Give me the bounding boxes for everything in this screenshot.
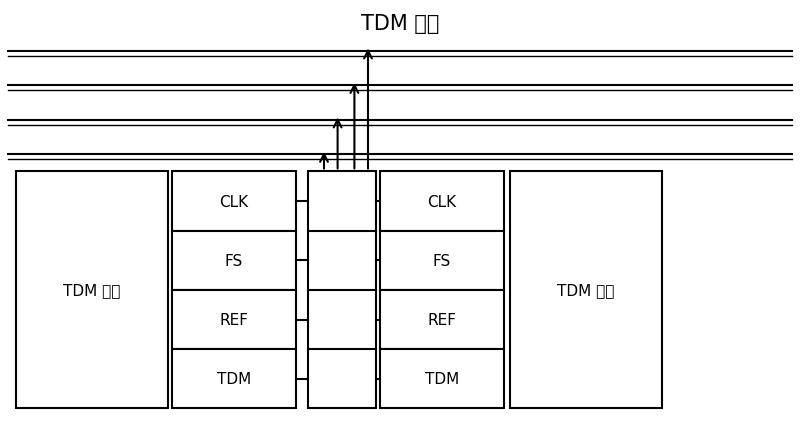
Text: CLK: CLK [219, 194, 249, 209]
Bar [510, 172, 662, 408]
Bar [380, 172, 504, 231]
Text: TDM 设备: TDM 设备 [557, 283, 614, 298]
Text: TDM 总线: TDM 总线 [361, 14, 439, 34]
Text: REF: REF [219, 312, 249, 327]
Bar [380, 231, 504, 290]
Text: REF: REF [427, 312, 457, 327]
Bar [308, 172, 376, 408]
Text: CLK: CLK [427, 194, 457, 209]
Text: TDM: TDM [217, 372, 251, 387]
Bar [380, 290, 504, 349]
Bar [172, 172, 296, 231]
Bar [172, 231, 296, 290]
Bar [380, 349, 504, 408]
Text: TDM 设备: TDM 设备 [63, 283, 121, 298]
Bar [16, 172, 168, 408]
Bar [172, 349, 296, 408]
Text: TDM: TDM [425, 372, 459, 387]
Bar [172, 290, 296, 349]
Text: FS: FS [225, 253, 243, 268]
Text: FS: FS [433, 253, 451, 268]
